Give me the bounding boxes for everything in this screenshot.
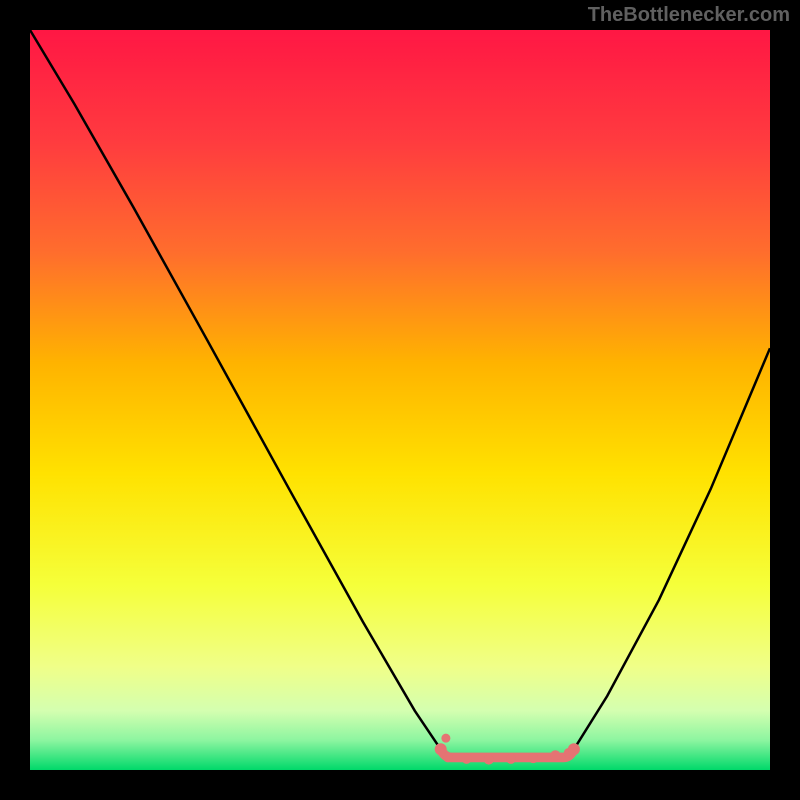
marker-dot <box>484 755 494 765</box>
curve-layer <box>30 30 770 770</box>
marker-dot <box>435 743 447 755</box>
plot-area <box>30 30 770 770</box>
marker-dot <box>462 754 472 764</box>
marker-dot <box>506 754 516 764</box>
marker-dot <box>441 734 450 743</box>
marker-dot <box>550 750 560 760</box>
marker-dot <box>568 743 580 755</box>
marker-group <box>435 734 580 765</box>
marker-dot <box>443 752 453 762</box>
site-watermark: TheBottlenecker.com <box>588 4 790 27</box>
bottleneck-curve <box>30 30 770 757</box>
marker-dot <box>528 753 538 763</box>
chart-root: TheBottlenecker.com <box>0 0 800 800</box>
